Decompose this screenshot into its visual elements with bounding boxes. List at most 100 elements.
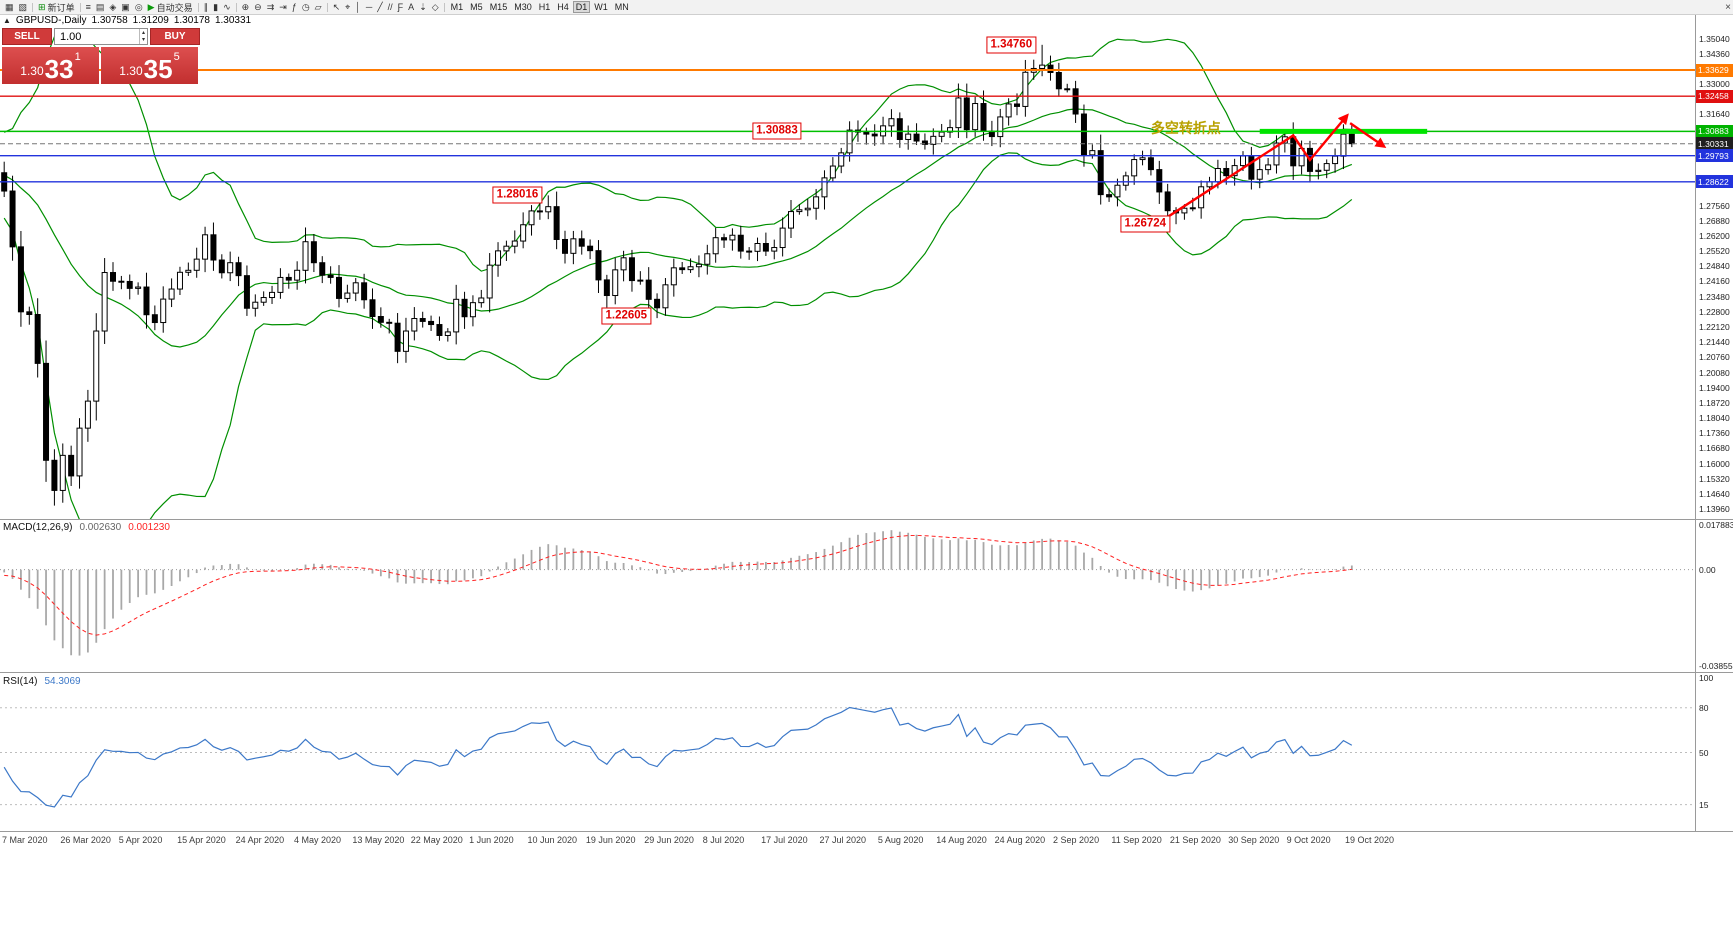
sell-price-frac: 1 xyxy=(74,51,81,63)
quote-low: 1.30178 xyxy=(173,15,210,26)
data-window-icon[interactable]: ▤ xyxy=(94,1,107,13)
autotrading-button[interactable]: ▶ 自动交易 xyxy=(146,1,195,13)
buy-price-main: 1.30 xyxy=(119,64,143,78)
one-click-collapse-icon[interactable]: ▲ xyxy=(3,16,11,25)
vertical-line-icon[interactable]: │ xyxy=(353,1,363,13)
timeframe-w1[interactable]: W1 xyxy=(594,2,608,12)
navigator-icon-icon: ◈ xyxy=(109,2,117,12)
timeframe-h4[interactable]: H4 xyxy=(557,2,569,12)
crosshair-icon[interactable]: ⌖ xyxy=(343,1,352,13)
text-label-icon-icon: A xyxy=(408,2,415,12)
vertical-line-icon-icon: │ xyxy=(355,2,361,12)
chart-shift-icon[interactable]: ⇥ xyxy=(277,1,289,13)
indicators-icon[interactable]: ƒ xyxy=(290,1,299,13)
quote-bar: ▲ GBPUSD-,Daily 1.30758 1.31209 1.30178 … xyxy=(3,15,251,26)
line-chart-icon[interactable]: ∿ xyxy=(221,1,233,13)
buy-button[interactable]: BUY xyxy=(150,28,200,45)
macd-label: MACD(12,26,9) xyxy=(3,522,73,533)
chart-shift-icon-icon: ⇥ xyxy=(279,2,287,12)
timeframe-h1[interactable]: H1 xyxy=(538,2,551,12)
periods-dropdown-icon[interactable]: ◷ xyxy=(300,1,312,13)
zoom-in-icon-icon: ⊕ xyxy=(241,2,250,12)
toolbar-separator xyxy=(32,2,34,12)
timeframe-m30[interactable]: M30 xyxy=(514,2,532,12)
rsi-value: 54.3069 xyxy=(44,676,81,687)
sell-price-main: 1.30 xyxy=(20,64,44,78)
crosshair-icon-icon: ⌖ xyxy=(345,2,351,12)
macd-value-signal: 0.001230 xyxy=(128,522,170,533)
cursor-icon-icon: ↖ xyxy=(332,2,341,12)
templates-icon[interactable]: ▱ xyxy=(313,1,324,13)
trend-arrow xyxy=(1349,122,1387,149)
market-watch-icon[interactable]: ≡ xyxy=(84,1,93,13)
strategy-tester-icon[interactable]: ◎ xyxy=(133,1,145,13)
new-order-button-label: 新订单 xyxy=(47,2,75,13)
macd-histogram xyxy=(3,530,1353,656)
timeframe-d1[interactable]: D1 xyxy=(572,1,591,13)
rsi-line xyxy=(3,706,1353,808)
timeframe-m5[interactable]: M5 xyxy=(470,2,483,12)
sell-button[interactable]: SELL xyxy=(2,28,52,45)
toolbar-separator xyxy=(235,2,237,12)
window-close-button[interactable]: × xyxy=(1725,1,1731,13)
volume-down-icon[interactable]: ▾ xyxy=(141,36,145,43)
sell-price-display[interactable]: 1.30 33 1 xyxy=(2,47,99,84)
text-label-icon[interactable]: A xyxy=(406,1,416,13)
shapes-icon-icon: ◇ xyxy=(431,2,439,12)
one-click-panel: SELL 1.00 ▴ ▾ BUY 1.30 33 1 1.30 35 5 xyxy=(2,28,200,84)
trendline-icon-icon: ╱ xyxy=(377,2,383,12)
profiles-icon[interactable]: ▧ xyxy=(17,1,30,13)
auto-scroll-icon[interactable]: ⇉ xyxy=(265,1,277,13)
indicators-icon-icon: ƒ xyxy=(291,2,297,12)
macd-value-main: 0.002630 xyxy=(79,522,122,533)
cursor-icon[interactable]: ↖ xyxy=(331,1,343,13)
timeframe-m15[interactable]: M15 xyxy=(489,2,508,12)
macd-header: MACD(12,26,9) 0.002630 0.001230 xyxy=(3,522,170,533)
charts-grid-icon[interactable]: ▦ xyxy=(3,1,16,13)
rsi-label: RSI(14) xyxy=(3,676,38,687)
charts-grid-icon-icon: ▦ xyxy=(5,2,14,12)
horizontal-line-icon-icon: ─ xyxy=(365,2,373,12)
buy-price-pips: 35 xyxy=(143,54,173,84)
arrows-icon[interactable]: ⇣ xyxy=(417,1,429,13)
volume-up-icon[interactable]: ▴ xyxy=(141,29,145,36)
horizontal-line-icon[interactable]: ─ xyxy=(364,1,374,13)
terminal-icon-icon: ▣ xyxy=(121,2,130,12)
toolbar-separator xyxy=(79,2,81,12)
equidistant-channel-icon[interactable]: // xyxy=(386,1,395,13)
shapes-icon[interactable]: ◇ xyxy=(430,1,441,13)
volume-spinner[interactable]: ▴ ▾ xyxy=(138,29,147,44)
timeframe-m1[interactable]: M1 xyxy=(450,2,464,12)
zoom-out-icon[interactable]: ⊖ xyxy=(252,1,264,13)
toolbar: ▦ ▧ ⊞ 新订单 ≡ ▤ ◈ ▣ ◎ ▶ 自动交易 ∥ ▮ ∿ ⊕ ⊖ ⇉ ⇥ ƒ ◷ ▱ ↖ ⌖ │ ─ ╱//Ƒ A ⇣ ◇ M1 M… xyxy=(0,0,1733,15)
rsi-header: RSI(14) 54.3069 xyxy=(3,676,81,687)
fibonacci-icon[interactable]: Ƒ xyxy=(396,1,406,13)
buy-price-display[interactable]: 1.30 35 5 xyxy=(101,47,198,84)
line-chart-icon-icon: ∿ xyxy=(223,2,231,12)
autotrading-button-label: 自动交易 xyxy=(156,2,193,13)
terminal-icon[interactable]: ▣ xyxy=(119,1,132,13)
sell-price-pips: 33 xyxy=(44,54,74,84)
candlestick-series xyxy=(1,44,1355,506)
volume-input[interactable]: 1.00 ▴ ▾ xyxy=(54,28,148,45)
profiles-icon-icon: ▧ xyxy=(18,2,28,12)
timeframe-mn[interactable]: MN xyxy=(614,2,629,12)
zoom-in-icon[interactable]: ⊕ xyxy=(240,1,252,13)
volume-value[interactable]: 1.00 xyxy=(60,30,82,43)
trendline-icon[interactable]: ╱ xyxy=(375,1,384,13)
arrows-icon-icon: ⇣ xyxy=(419,2,427,12)
data-window-icon-icon: ▤ xyxy=(95,2,105,12)
navigator-icon[interactable]: ◈ xyxy=(107,1,118,13)
macd-signal-line xyxy=(4,534,1352,636)
bar-chart-icon[interactable]: ∥ xyxy=(202,1,211,13)
quote-high: 1.31209 xyxy=(132,15,169,26)
buy-price-frac: 5 xyxy=(173,51,180,63)
candlestick-chart-icon[interactable]: ▮ xyxy=(211,1,220,13)
bar-chart-icon-icon: ∥ xyxy=(203,2,209,12)
quote-close: 1.30331 xyxy=(214,15,252,26)
new-order-button[interactable]: ⊞ 新订单 xyxy=(36,1,77,13)
toolbar-separator xyxy=(197,2,199,12)
chart-objects[interactable] xyxy=(0,69,1695,218)
new-order-icon: ⊞ xyxy=(38,2,46,12)
